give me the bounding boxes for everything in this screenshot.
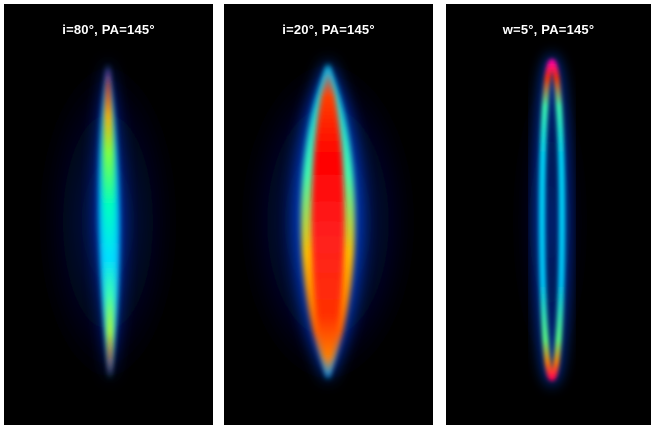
emission-image-i20 — [238, 52, 418, 392]
panel-title: i=80°, PA=145° — [62, 22, 155, 37]
emission-image-w5 — [510, 54, 590, 390]
panel-i80: i=80°, PA=145° — [4, 4, 213, 425]
emission-image-i80 — [36, 50, 180, 394]
panel-w5: w=5°, PA=145° — [446, 4, 651, 425]
panel-title: w=5°, PA=145° — [502, 22, 595, 37]
panel-title: i=20°, PA=145° — [282, 22, 375, 37]
panel-i20: i=20°, PA=145° — [224, 4, 433, 425]
